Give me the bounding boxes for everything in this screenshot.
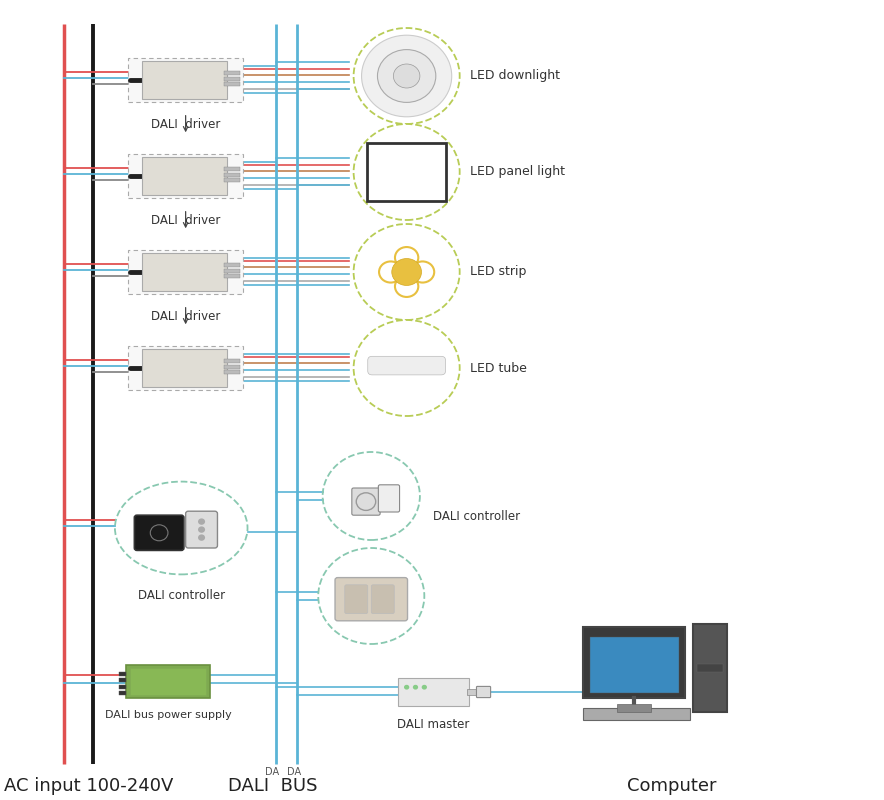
- FancyBboxPatch shape: [128, 250, 243, 294]
- FancyBboxPatch shape: [224, 82, 240, 86]
- FancyBboxPatch shape: [378, 485, 400, 512]
- Circle shape: [198, 534, 205, 541]
- Text: DALI  BUS: DALI BUS: [227, 777, 317, 794]
- FancyBboxPatch shape: [224, 178, 240, 182]
- FancyBboxPatch shape: [128, 154, 243, 198]
- FancyBboxPatch shape: [224, 173, 240, 177]
- FancyBboxPatch shape: [224, 274, 240, 278]
- Circle shape: [392, 258, 422, 286]
- Circle shape: [354, 224, 460, 320]
- FancyBboxPatch shape: [467, 689, 477, 695]
- FancyBboxPatch shape: [224, 77, 240, 81]
- FancyBboxPatch shape: [368, 356, 446, 375]
- Circle shape: [393, 64, 420, 88]
- Text: DALI bus power supply: DALI bus power supply: [104, 710, 232, 720]
- Text: AC input 100-240V: AC input 100-240V: [4, 777, 174, 794]
- Text: Computer: Computer: [627, 777, 717, 794]
- FancyBboxPatch shape: [224, 370, 240, 374]
- Circle shape: [404, 685, 409, 690]
- Circle shape: [198, 526, 205, 533]
- Circle shape: [354, 28, 460, 124]
- FancyBboxPatch shape: [224, 71, 240, 75]
- FancyBboxPatch shape: [186, 511, 217, 548]
- Circle shape: [198, 518, 205, 525]
- FancyBboxPatch shape: [335, 578, 408, 621]
- FancyBboxPatch shape: [224, 269, 240, 273]
- Circle shape: [354, 124, 460, 220]
- FancyBboxPatch shape: [142, 61, 227, 98]
- Text: DALI  driver: DALI driver: [151, 214, 220, 226]
- FancyBboxPatch shape: [476, 686, 491, 698]
- Circle shape: [377, 50, 436, 102]
- FancyBboxPatch shape: [352, 488, 380, 515]
- Text: LED panel light: LED panel light: [470, 166, 565, 178]
- FancyBboxPatch shape: [693, 624, 727, 712]
- FancyBboxPatch shape: [371, 585, 394, 614]
- FancyBboxPatch shape: [398, 678, 469, 706]
- Text: DALI  driver: DALI driver: [151, 118, 220, 130]
- FancyBboxPatch shape: [126, 665, 210, 698]
- Text: DALI controller: DALI controller: [138, 589, 225, 602]
- FancyBboxPatch shape: [697, 664, 723, 672]
- FancyBboxPatch shape: [119, 672, 126, 676]
- FancyBboxPatch shape: [142, 253, 227, 290]
- FancyBboxPatch shape: [224, 359, 240, 363]
- FancyBboxPatch shape: [130, 668, 207, 695]
- FancyBboxPatch shape: [224, 167, 240, 171]
- FancyBboxPatch shape: [345, 585, 368, 614]
- Text: DA: DA: [287, 767, 301, 777]
- Text: DALI master: DALI master: [397, 718, 469, 731]
- FancyBboxPatch shape: [128, 346, 243, 390]
- FancyBboxPatch shape: [367, 143, 446, 201]
- Circle shape: [354, 320, 460, 416]
- FancyBboxPatch shape: [224, 365, 240, 369]
- FancyBboxPatch shape: [142, 349, 227, 386]
- FancyBboxPatch shape: [583, 708, 690, 720]
- FancyBboxPatch shape: [119, 678, 126, 682]
- FancyBboxPatch shape: [142, 157, 227, 194]
- Circle shape: [413, 685, 418, 690]
- Text: LED strip: LED strip: [470, 266, 527, 278]
- FancyBboxPatch shape: [583, 627, 685, 698]
- Circle shape: [422, 685, 427, 690]
- FancyBboxPatch shape: [617, 704, 651, 712]
- Text: LED tube: LED tube: [470, 362, 527, 374]
- FancyBboxPatch shape: [590, 637, 679, 693]
- FancyBboxPatch shape: [119, 691, 126, 695]
- FancyBboxPatch shape: [224, 263, 240, 267]
- FancyBboxPatch shape: [119, 685, 126, 689]
- Text: DALI controller: DALI controller: [433, 510, 521, 522]
- FancyBboxPatch shape: [128, 58, 243, 102]
- Circle shape: [362, 35, 452, 117]
- Text: DALI  driver: DALI driver: [151, 310, 220, 322]
- Text: DA: DA: [265, 767, 279, 777]
- Text: LED downlight: LED downlight: [470, 70, 560, 82]
- FancyBboxPatch shape: [134, 515, 184, 550]
